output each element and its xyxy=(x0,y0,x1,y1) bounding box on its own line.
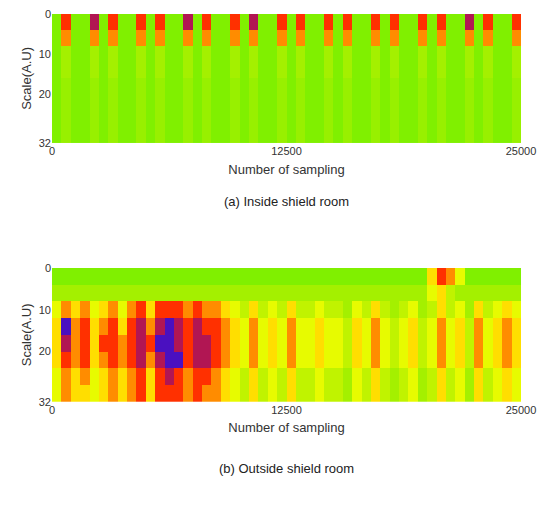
svg-text:12500: 12500 xyxy=(271,404,302,416)
svg-text:0: 0 xyxy=(49,404,55,416)
svg-text:10: 10 xyxy=(39,304,51,316)
svg-text:Scale(A.U): Scale(A.U) xyxy=(19,303,34,366)
svg-text:0: 0 xyxy=(49,145,55,157)
svg-text:12500: 12500 xyxy=(271,145,302,157)
svg-text:Number of sampling: Number of sampling xyxy=(228,420,344,435)
svg-text:Scale(A.U): Scale(A.U) xyxy=(19,47,34,110)
svg-text:25000: 25000 xyxy=(506,404,537,416)
svg-text:(a) Inside shield room: (a) Inside shield room xyxy=(224,194,349,209)
svg-text:0: 0 xyxy=(45,262,51,274)
svg-text:(b) Outside shield room: (b) Outside shield room xyxy=(219,461,354,476)
svg-text:32: 32 xyxy=(39,396,51,408)
svg-text:0: 0 xyxy=(45,8,51,20)
svg-text:10: 10 xyxy=(39,48,51,60)
svg-text:32: 32 xyxy=(39,137,51,149)
svg-text:Number of sampling: Number of sampling xyxy=(228,162,344,177)
svg-text:20: 20 xyxy=(39,345,51,357)
svg-text:20: 20 xyxy=(39,88,51,100)
svg-text:25000: 25000 xyxy=(506,145,537,157)
